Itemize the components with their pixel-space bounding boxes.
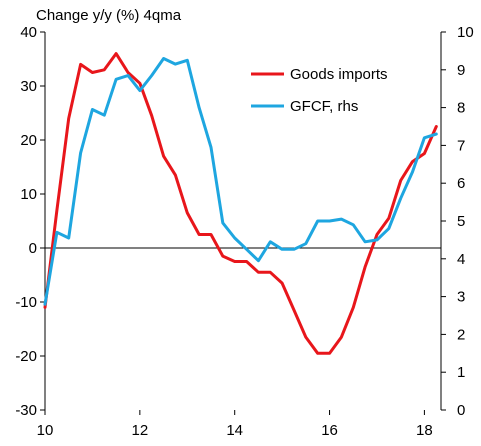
right-tick-label: 1 (457, 364, 465, 381)
x-tick-label: 14 (226, 422, 243, 439)
right-tick-label: 10 (457, 24, 474, 41)
series-line-goods-imports (43, 52, 438, 355)
series-line-gfcf (43, 57, 438, 306)
legend-label-gfcf: GFCF, rhs (290, 98, 358, 115)
left-tick-label: 0 (29, 240, 37, 257)
right-tick-label: 0 (457, 402, 465, 419)
x-tick-label: 12 (132, 422, 149, 439)
left-tick-label: -10 (15, 294, 37, 311)
x-tick-label: 10 (37, 422, 54, 439)
left-tick-label: 10 (20, 186, 37, 203)
x-tick-label: 16 (321, 422, 338, 439)
right-tick-label: 9 (457, 62, 465, 79)
left-tick-label: 40 (20, 24, 37, 41)
legend: Goods imports GFCF, rhs (251, 66, 388, 115)
left-tick-label: 30 (20, 78, 37, 95)
series-layer (43, 52, 438, 355)
right-tick-label: 3 (457, 289, 465, 306)
x-tick-label: 18 (416, 422, 433, 439)
right-tick-label: 7 (457, 137, 465, 154)
right-tick-label: 2 (457, 326, 465, 343)
right-tick-label: 6 (457, 175, 465, 192)
left-tick-label: -30 (15, 402, 37, 419)
right-tick-label: 4 (457, 251, 465, 268)
right-tick-label: 5 (457, 213, 465, 230)
chart-title: Change y/y (%) 4qma (36, 7, 182, 24)
left-tick-label: 20 (20, 132, 37, 149)
right-tick-label: 8 (457, 100, 465, 117)
left-axis-ticks: 40 30 20 10 0 -10 -20 -30 (15, 24, 45, 419)
left-tick-label: -20 (15, 348, 37, 365)
legend-label-goods-imports: Goods imports (290, 66, 388, 83)
x-axis-ticks: 10 12 14 16 18 (37, 410, 433, 439)
